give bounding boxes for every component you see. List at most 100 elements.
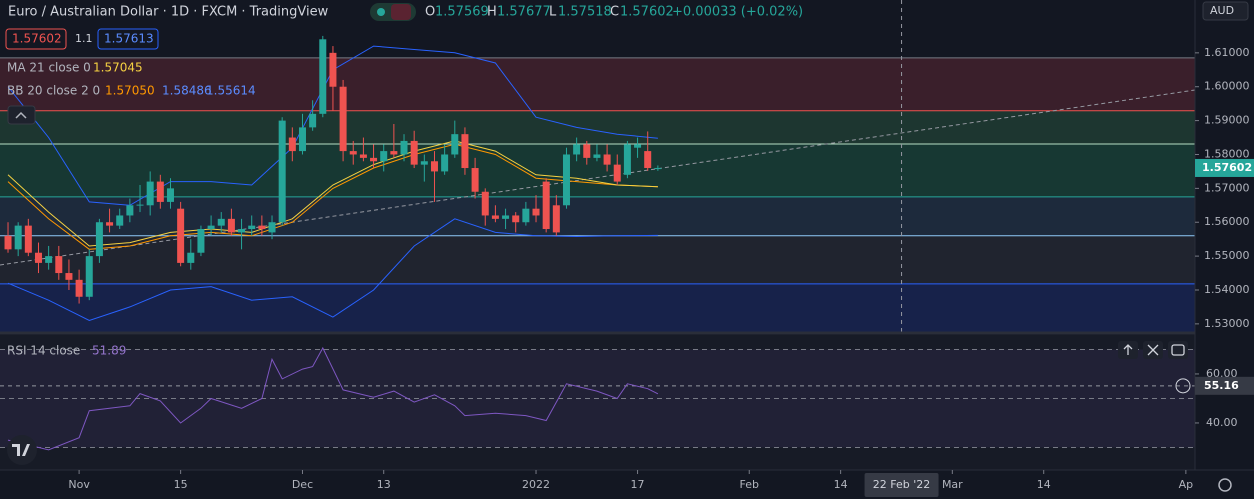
axes: 1.61000 1.60000 1.59000 1.58000 1.57000 1.560…	[68, 46, 1254, 497]
candle-body	[227, 218, 235, 233]
candle-body	[623, 144, 631, 175]
maximize-button[interactable]	[1168, 341, 1188, 359]
candle-body	[613, 164, 621, 182]
candle-body	[298, 127, 306, 152]
candle-body	[106, 222, 114, 226]
currency-button[interactable]	[1202, 1, 1249, 21]
bid-chip[interactable]	[5, 28, 67, 50]
candle-body	[593, 154, 601, 158]
ma-last: 1.57045	[93, 61, 143, 75]
last-price-bg	[1195, 158, 1254, 177]
crosshair-label-bg	[864, 473, 939, 497]
candle-body	[532, 208, 540, 216]
y-tick-label: 1.58000	[1204, 147, 1250, 160]
candle-body	[197, 229, 205, 253]
candle-body	[126, 205, 134, 216]
x-tick-label: Nov	[68, 478, 90, 491]
ohlc-value: 1.57677	[497, 5, 551, 20]
candle-body	[55, 256, 63, 274]
ohlc-value: 1.57518	[558, 5, 612, 20]
candle-body	[187, 252, 195, 263]
x-tick-label: 15	[174, 478, 188, 491]
level-zone	[0, 57, 1195, 111]
candle-body	[217, 218, 225, 226]
candle-body	[654, 167, 662, 170]
change: +0.00033 (+0.02%)	[672, 5, 803, 20]
rsi-crosshair-bg	[1195, 376, 1254, 395]
candle-body	[278, 120, 286, 223]
candle-body	[522, 208, 530, 223]
candle-body	[177, 208, 185, 263]
y-tick-label: 1.57000	[1204, 181, 1250, 194]
candle-body	[420, 161, 428, 165]
level-zone	[0, 283, 1195, 332]
candle-body	[207, 225, 215, 230]
y-tick-label: 1.53000	[1204, 317, 1250, 330]
trend-line	[0, 89, 1196, 266]
candle-body	[644, 151, 652, 169]
bid: 1.57602	[12, 32, 62, 46]
candle-body	[502, 215, 510, 219]
ohlc-letter: C	[610, 5, 619, 20]
logo-bg	[7, 435, 37, 465]
level-zone	[0, 143, 1195, 197]
candle-body	[441, 154, 449, 172]
candle-body	[34, 252, 42, 263]
currency: AUD	[1210, 4, 1234, 17]
candle-body	[24, 225, 32, 253]
x-tick-label: 17	[631, 478, 645, 491]
y-tick-label: 1.61000	[1204, 46, 1250, 59]
status-dot	[377, 8, 385, 16]
candle-body	[573, 144, 581, 155]
ohlc-letter: H	[487, 5, 497, 20]
level-zone	[0, 110, 1195, 144]
ohlc-value: 1.57602	[620, 5, 674, 20]
indicator-line	[7, 140, 658, 247]
candle-body	[542, 181, 550, 230]
crosshair-label: 22 Feb '22	[873, 478, 931, 491]
x-tick-label: Feb	[740, 478, 759, 491]
indicator-line	[7, 218, 658, 322]
ma-legend: MA 21 close 0	[7, 61, 91, 75]
candle-body	[461, 134, 469, 169]
candle-body	[512, 215, 520, 223]
indicator-line	[7, 346, 659, 451]
price-axis	[1195, 0, 1254, 470]
candle-body	[268, 222, 276, 233]
settings-icon[interactable]	[1218, 478, 1232, 492]
candle-body	[430, 161, 438, 172]
ask-chip[interactable]	[97, 28, 159, 50]
y-tick-label: 1.56000	[1204, 215, 1250, 228]
candle-body	[552, 205, 560, 233]
ohlc-letter: L	[549, 5, 557, 20]
collapse-button[interactable]	[7, 105, 36, 125]
ask: 1.57613	[104, 32, 154, 46]
candle-body	[156, 181, 164, 202]
y-tick-label: 1.54000	[1204, 283, 1250, 296]
candle-body	[248, 225, 256, 230]
candle-body	[400, 140, 408, 155]
x-tick-label: Ap	[1179, 478, 1194, 491]
candle-body	[390, 151, 398, 155]
logo	[7, 435, 37, 465]
candle-body	[4, 235, 12, 250]
x-tick-label: 14	[1037, 478, 1051, 491]
y-tick-label: 1.59000	[1204, 114, 1250, 127]
bb-upper-last: 1.58486	[162, 84, 212, 98]
bb-legend: BB 20 close 2 0	[7, 84, 100, 98]
logo-mark	[12, 444, 30, 456]
candle-body	[309, 113, 317, 128]
candle-body	[14, 225, 22, 250]
candle-body	[481, 191, 489, 216]
candle-body	[491, 215, 499, 219]
candle-body	[451, 134, 459, 155]
ohlc-letter: O	[425, 5, 435, 20]
status-icon	[391, 4, 411, 20]
x-tick-label: 13	[377, 478, 391, 491]
rsi-tick-label: 40.00	[1206, 416, 1238, 429]
bb-basis-last: 1.57050	[105, 84, 155, 98]
candle-body	[45, 256, 53, 263]
candle-body	[339, 86, 347, 152]
candle-body	[85, 256, 93, 297]
indicator-line	[7, 143, 658, 250]
